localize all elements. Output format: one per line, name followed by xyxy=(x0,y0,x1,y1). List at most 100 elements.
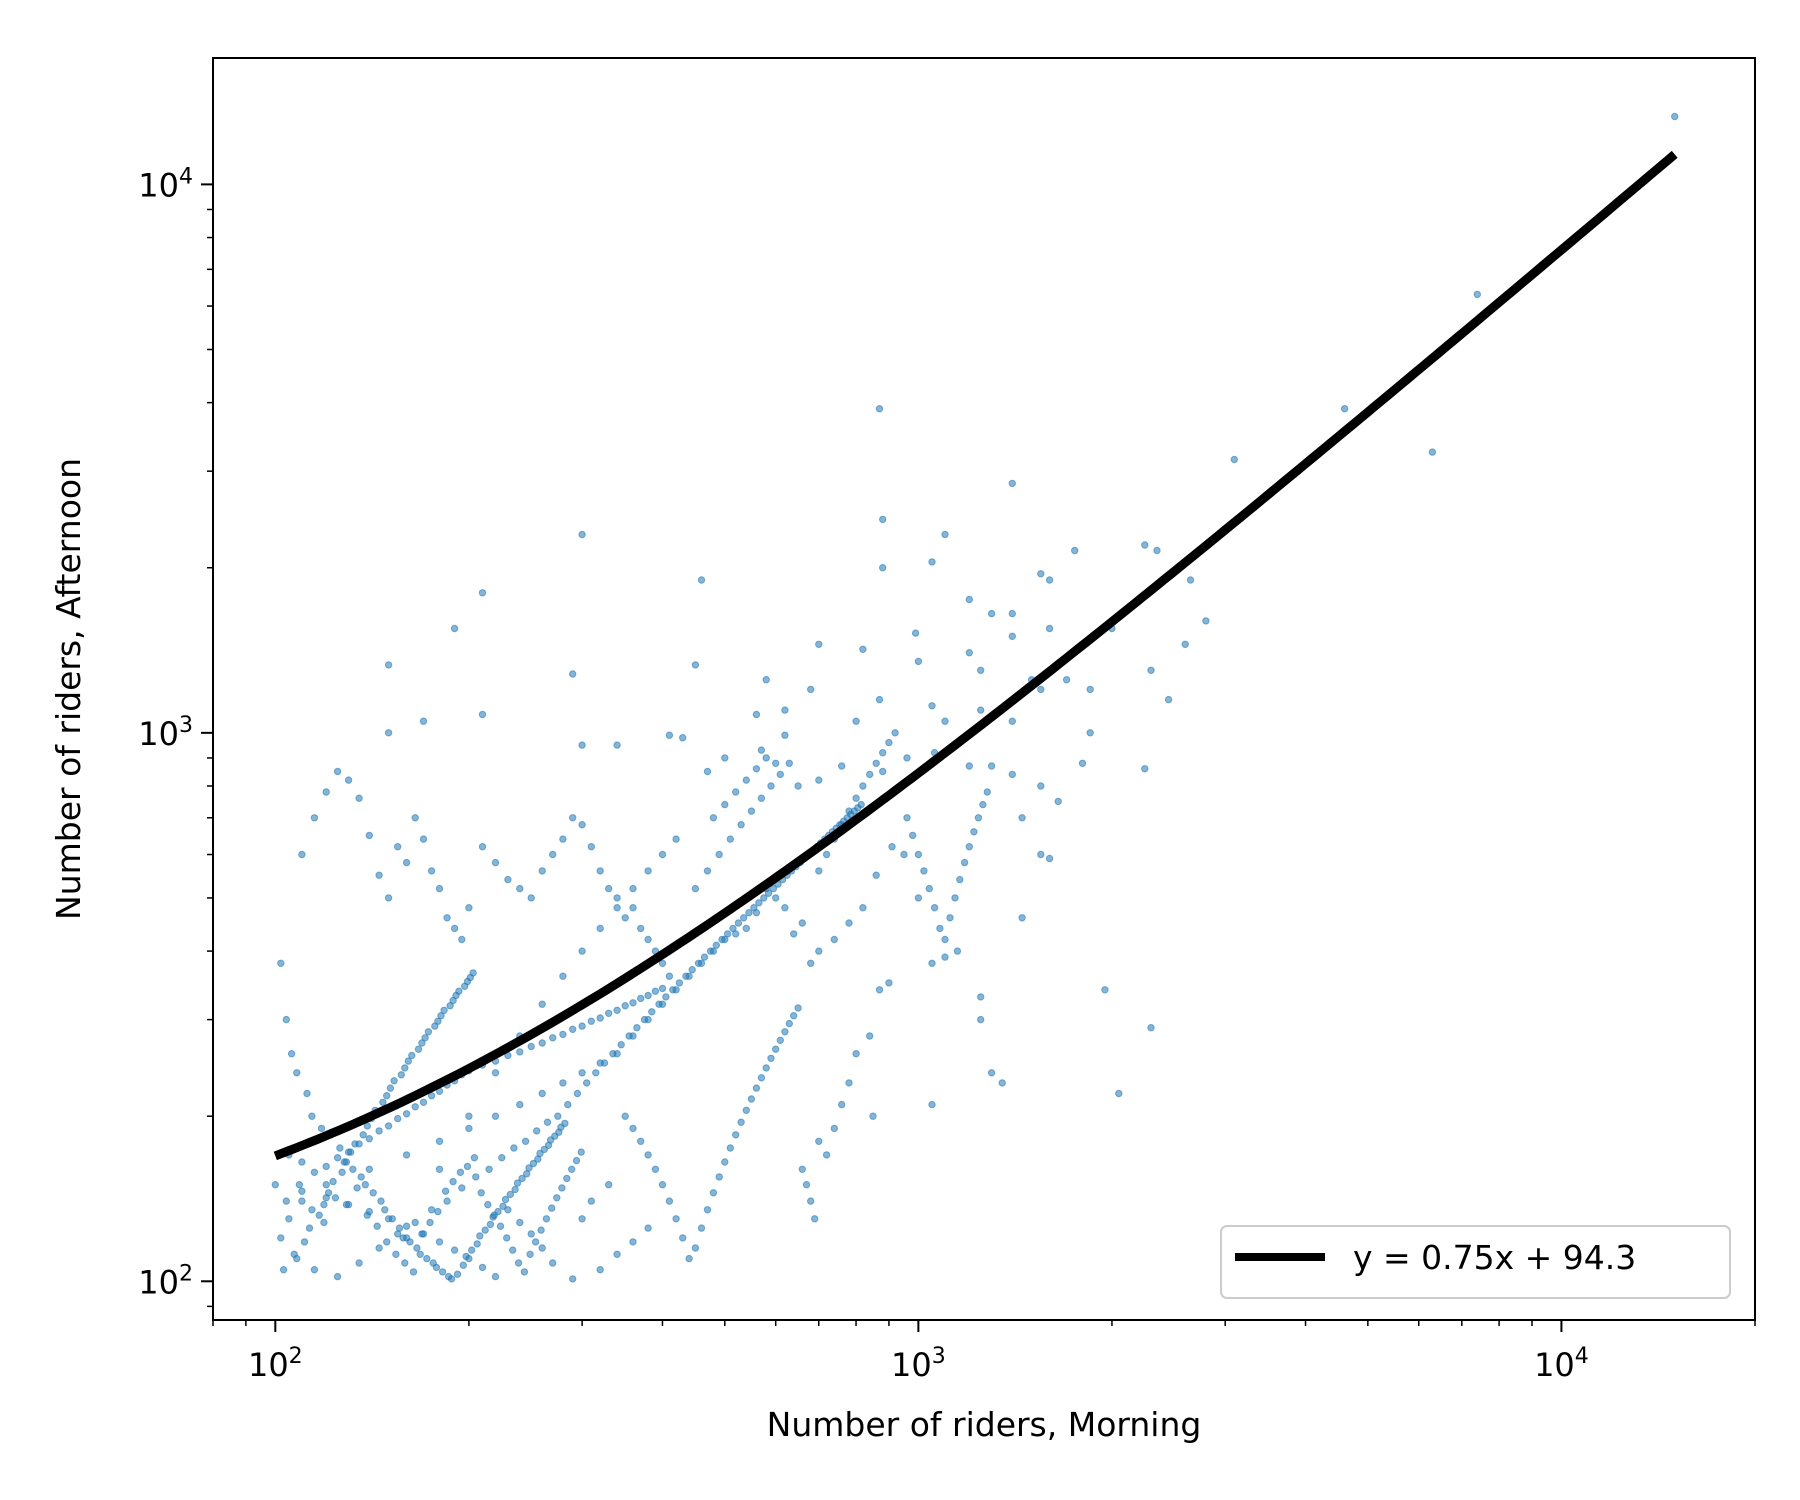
scatter-point xyxy=(785,1019,793,1028)
scatter-point xyxy=(914,850,923,859)
scatter-point xyxy=(386,1084,395,1092)
scatter-point xyxy=(977,1015,985,1024)
scatter-point xyxy=(434,1207,442,1216)
scatter-point xyxy=(1164,695,1173,704)
scatter-point xyxy=(621,914,629,922)
scatter-point xyxy=(408,1051,416,1060)
scatter-point xyxy=(455,987,463,995)
scatter-point xyxy=(553,1194,561,1202)
scatter-point xyxy=(401,1064,409,1072)
scatter-point xyxy=(501,1195,510,1204)
scatter-point xyxy=(384,661,393,669)
scatter-point xyxy=(965,649,973,657)
scatter-point xyxy=(477,1189,485,1197)
scatter-point xyxy=(424,1028,433,1036)
scatter-point xyxy=(369,1189,377,1197)
scatter-point xyxy=(397,1071,405,1079)
scatter-point xyxy=(781,1028,789,1036)
scatter-point xyxy=(279,1266,288,1274)
scatter-point xyxy=(742,1106,750,1115)
scatter-point xyxy=(1086,729,1094,737)
scatter-point xyxy=(315,1211,323,1219)
scatter-point xyxy=(419,1230,428,1238)
scatter-point xyxy=(596,1266,604,1274)
scatter-point xyxy=(277,959,285,967)
scatter-point xyxy=(672,835,680,843)
scatter-point xyxy=(329,1177,337,1186)
scatter-point xyxy=(331,1194,340,1202)
scatter-point xyxy=(384,894,393,902)
scatter-point xyxy=(1008,717,1016,725)
scatter-point xyxy=(600,1059,609,1067)
scatter-point xyxy=(740,914,748,922)
scatter-point xyxy=(298,1187,306,1195)
scatter-point xyxy=(941,530,949,539)
scatter-point xyxy=(383,1092,391,1100)
scatter-point xyxy=(465,1112,473,1120)
scatter-point xyxy=(750,904,758,912)
scatter-point xyxy=(526,1250,534,1259)
scatter-point xyxy=(456,1168,465,1177)
scatter-point xyxy=(1428,448,1437,456)
scatter-point xyxy=(729,924,737,933)
scatter-point xyxy=(872,871,880,879)
scatter-point xyxy=(852,794,860,802)
scatter-point xyxy=(409,1268,418,1276)
scatter-point xyxy=(712,941,720,949)
scatter-point xyxy=(434,1017,442,1025)
scatter-point xyxy=(1153,546,1161,555)
scatter-point xyxy=(715,850,723,859)
scatter-point xyxy=(484,1200,492,1209)
scatter-point xyxy=(629,884,637,893)
scatter-point xyxy=(564,1100,572,1109)
x-tick-label: 102 xyxy=(248,1344,303,1384)
scatter-point xyxy=(427,867,436,875)
scatter-point xyxy=(679,1234,687,1242)
legend-box xyxy=(1220,1225,1731,1299)
scatter-point xyxy=(537,1226,545,1234)
scatter-point xyxy=(305,1224,314,1232)
scatter-point xyxy=(587,843,595,851)
scatter-point xyxy=(587,1197,595,1205)
scatter-point xyxy=(965,843,973,851)
scatter-point xyxy=(709,1189,718,1197)
scatter-point xyxy=(527,1230,535,1238)
scatter-point xyxy=(569,1025,577,1034)
scatter-point xyxy=(1147,1024,1155,1032)
scatter-point xyxy=(956,875,964,884)
scatter-point xyxy=(531,1238,540,1246)
scatter-point xyxy=(633,1024,641,1032)
scatter-point xyxy=(941,935,949,944)
scatter-point xyxy=(375,1127,383,1135)
scatter-point xyxy=(762,754,770,762)
scatter-point xyxy=(644,935,652,944)
x-axis-label: Number of riders, Morning xyxy=(767,1405,1202,1444)
scatter-point xyxy=(776,1036,784,1045)
scatter-point xyxy=(583,1079,591,1087)
scatter-point xyxy=(333,767,342,776)
scatter-point xyxy=(569,814,577,822)
scatter-point xyxy=(794,782,802,790)
scatter-point xyxy=(742,776,750,784)
scatter-point xyxy=(885,979,893,987)
scatter-point xyxy=(691,1244,700,1252)
scatter-point xyxy=(767,1054,775,1063)
scatter-point xyxy=(383,1238,391,1246)
fit-line xyxy=(273,150,1678,1161)
scatter-point xyxy=(525,1164,533,1172)
scatter-point xyxy=(344,1200,353,1209)
scatter-point xyxy=(658,959,667,967)
scatter-point xyxy=(295,1181,304,1189)
scatter-point xyxy=(613,1006,621,1014)
scatter-point xyxy=(914,657,923,666)
scatter-point xyxy=(394,843,402,851)
scatter-point xyxy=(891,729,899,737)
scatter-point xyxy=(320,1200,328,1209)
scatter-point xyxy=(282,1015,290,1024)
scatter-point xyxy=(845,919,853,927)
scatter-point xyxy=(390,1077,398,1085)
scatter-point xyxy=(613,904,621,912)
scatter-point xyxy=(373,1222,381,1230)
scatter-point xyxy=(977,666,985,674)
scatter-point xyxy=(983,788,991,796)
